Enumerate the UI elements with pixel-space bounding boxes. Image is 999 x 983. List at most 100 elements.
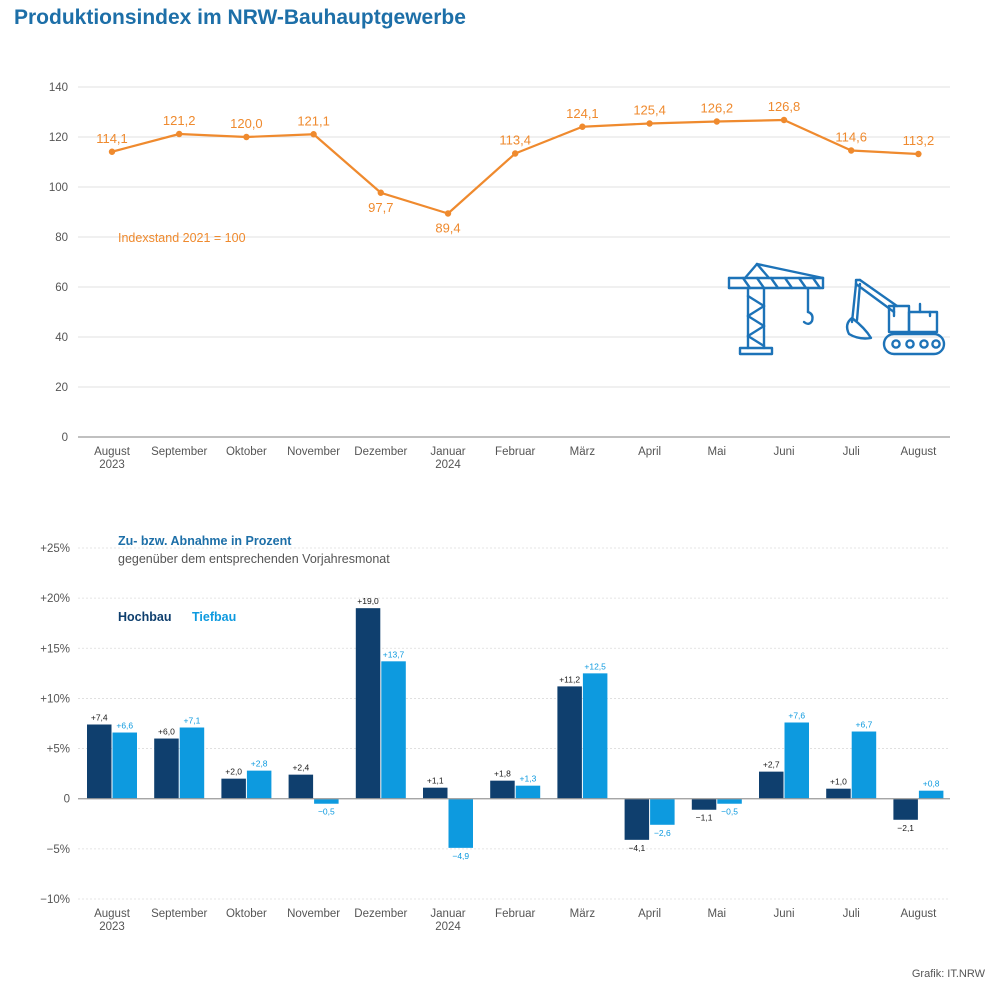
- hochbau-bar: [490, 780, 515, 799]
- line-point: [512, 150, 519, 157]
- line-chart-x-tick-label: Oktober: [226, 446, 267, 458]
- tiefbau-data-label: −0,5: [318, 807, 335, 817]
- line-chart-y-tick-label: 0: [62, 432, 68, 444]
- tiefbau-data-label: +1,3: [520, 774, 537, 784]
- bar-chart-y-tick-label: −10%: [40, 894, 70, 906]
- tiefbau-data-label: +7,6: [788, 710, 805, 720]
- line-data-label: 97,7: [368, 200, 393, 215]
- line-point: [646, 120, 653, 127]
- hochbau-bar: [154, 738, 179, 799]
- line-point: [108, 148, 116, 155]
- tiefbau-bar: [381, 661, 406, 799]
- line-point: [310, 131, 317, 138]
- excavator-icon: [845, 278, 946, 356]
- bar-chart-x-tick-label: 2023: [99, 921, 125, 933]
- bar-chart-x-tick-label: September: [151, 908, 207, 920]
- line-data-label: 126,2: [701, 101, 734, 116]
- hochbau-bar: [624, 798, 650, 840]
- source-credit: Grafik: IT.NRW: [911, 968, 985, 980]
- bar-chart-x-tick-label: Januar: [430, 908, 465, 920]
- hochbau-bar: [288, 774, 314, 799]
- legend-hochbau: Hochbau: [118, 610, 171, 624]
- tiefbau-data-label: +2,8: [251, 759, 268, 769]
- bar-chart-y-tick-label: +10%: [40, 693, 70, 705]
- line-chart-y-tick-label: 120: [49, 132, 68, 144]
- legend-tiefbau: Tiefbau: [192, 610, 236, 624]
- tiefbau-data-label: +6,7: [856, 720, 873, 730]
- line-chart-x-tick-label: 2024: [435, 459, 461, 471]
- hochbau-bar: [759, 771, 784, 799]
- line-chart-x-tick-label: Februar: [495, 446, 535, 458]
- line-chart-x-tick-label: Dezember: [354, 446, 407, 458]
- line-data-label: 126,8: [768, 99, 801, 114]
- tiefbau-data-label: +12,5: [584, 661, 606, 671]
- bar-chart-y-tick-label: −5%: [47, 844, 70, 856]
- bar-chart-x-tick-label: Dezember: [354, 908, 407, 920]
- tiefbau-bar: [314, 798, 339, 804]
- line-point: [713, 118, 720, 125]
- line-point: [176, 130, 183, 138]
- hochbau-bar: [691, 798, 717, 810]
- line-data-label: 114,1: [96, 131, 128, 146]
- line-chart-y-tick-label: 20: [55, 382, 68, 394]
- tiefbau-data-label: +6,6: [116, 721, 133, 731]
- line-data-label: 113,4: [499, 133, 531, 148]
- line-point: [444, 210, 452, 217]
- bar-chart-x-tick-label: November: [287, 908, 340, 920]
- line-chart-x-tick-label: August: [900, 446, 937, 458]
- line-point: [848, 147, 855, 154]
- bar-chart-x-tick-label: Mai: [708, 908, 727, 920]
- page-title: Produktionsindex im NRW-Bauhauptgewerbe: [14, 6, 466, 29]
- line-chart-x-tick-label: Mai: [708, 446, 727, 458]
- bar-chart-x-tick-label: Juni: [773, 908, 794, 920]
- index-annotation: Indexstand 2021 = 100: [118, 231, 246, 245]
- tiefbau-bar: [448, 798, 473, 848]
- hochbau-data-label: −1,1: [696, 813, 713, 823]
- line-chart-y-tick-label: 100: [49, 182, 68, 194]
- line-data-label: 114,6: [835, 130, 867, 145]
- tiefbau-bar: [112, 732, 137, 799]
- hochbau-data-label: +1,8: [494, 769, 511, 779]
- tiefbau-bar: [179, 727, 205, 799]
- hochbau-bar: [87, 724, 112, 799]
- bar-chart-subtitle-2: gegenüber dem entsprechenden Vorjahresmo…: [118, 552, 390, 566]
- bar-chart-y-tick-label: +5%: [47, 744, 70, 756]
- line-chart-y-tick-label: 80: [55, 232, 68, 244]
- line-data-label: 89,4: [435, 221, 460, 236]
- hochbau-bar: [826, 788, 851, 799]
- line-chart-x-tick-label: 2023: [99, 459, 125, 471]
- line-chart-x-tick-label: Januar: [430, 446, 465, 458]
- tiefbau-bar: [717, 798, 742, 804]
- hochbau-bar: [423, 787, 448, 799]
- line-data-label: 113,2: [903, 133, 935, 148]
- bar-chart-x-tick-label: Oktober: [226, 908, 267, 920]
- bar-chart-y-tick-label: +15%: [40, 643, 70, 655]
- tiefbau-data-label: +7,1: [184, 716, 201, 726]
- bar-chart-x-tick-label: April: [638, 908, 661, 920]
- bar-chart-y-tick-label: +20%: [40, 593, 70, 605]
- tiefbau-bar: [784, 722, 809, 799]
- line-data-label: 120,0: [230, 116, 263, 131]
- bar-chart-x-tick-label: Februar: [495, 908, 535, 920]
- line-data-label: 121,2: [163, 113, 196, 128]
- bar-chart-x-tick-label: August: [94, 908, 131, 920]
- hochbau-bar: [221, 778, 246, 799]
- hochbau-data-label: +2,4: [292, 763, 309, 773]
- hochbau-bar: [557, 686, 582, 799]
- hochbau-data-label: +19,0: [357, 596, 379, 606]
- line-data-label: 125,4: [633, 103, 666, 118]
- line-point: [915, 150, 922, 158]
- bar-chart-y-tick-label: 0: [64, 794, 70, 806]
- tiefbau-bar: [851, 731, 877, 799]
- tiefbau-bar: [515, 785, 541, 799]
- hochbau-data-label: +2,0: [225, 767, 242, 777]
- line-chart-x-tick-label: Juli: [843, 446, 860, 458]
- line-data-label: 121,1: [297, 113, 330, 128]
- crane-icon: [727, 262, 825, 356]
- tiefbau-bar: [582, 673, 608, 799]
- bar-chart-y-tick-label: +25%: [40, 543, 70, 555]
- line-point: [243, 133, 250, 141]
- hochbau-data-label: −2,1: [897, 823, 914, 833]
